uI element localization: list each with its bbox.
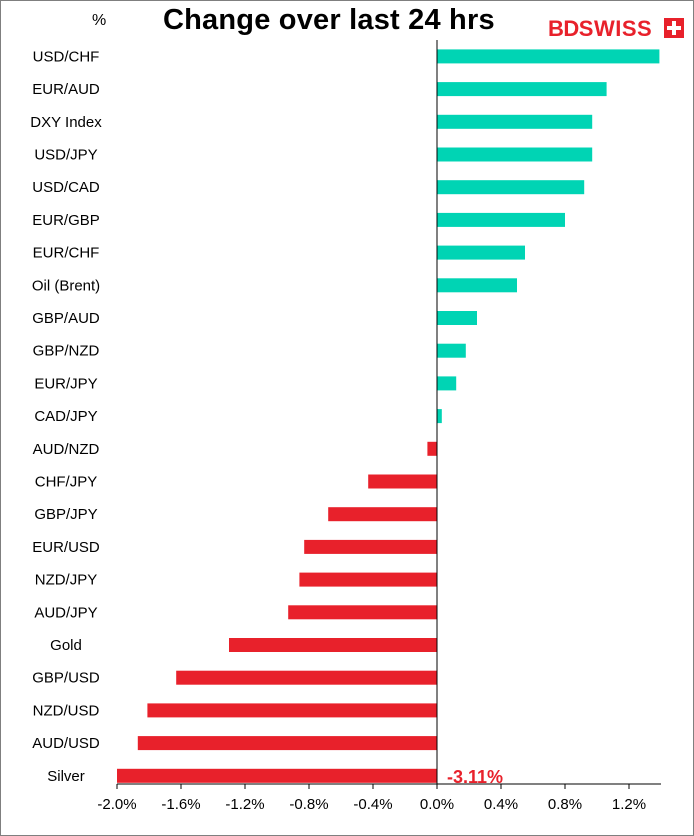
bar-eur-jpy	[437, 376, 457, 391]
bar-cad-jpy	[437, 409, 442, 424]
bar-oil-brent	[437, 278, 517, 293]
bar-eur-usd	[304, 539, 437, 554]
bar-gbp-jpy	[328, 507, 437, 522]
category-label-cad-jpy: CAD/JPY	[34, 408, 97, 425]
category-label-eur-aud: EUR/AUD	[32, 81, 100, 98]
category-label-chf-jpy: CHF/JPY	[35, 474, 98, 491]
category-label-dxy-index: DXY Index	[30, 114, 102, 131]
x-tick-label: -0.4%	[353, 796, 392, 813]
category-label-aud-usd: AUD/USD	[32, 735, 100, 752]
x-tick-label: 0.4%	[484, 796, 518, 813]
bars-group	[117, 49, 660, 783]
category-label-usd-cad: USD/CAD	[32, 179, 100, 196]
chart-title: Change over last 24 hrs	[163, 4, 495, 36]
data-label-silver: -3.11%	[447, 767, 503, 787]
category-label-aud-nzd: AUD/NZD	[33, 441, 100, 458]
category-label-silver: Silver	[47, 768, 85, 785]
annotations: -3.11%	[447, 767, 503, 787]
bar-gbp-aud	[437, 311, 477, 325]
swiss-cross-icon	[664, 18, 684, 38]
category-label-usd-jpy: USD/JPY	[34, 147, 97, 164]
bar-chf-jpy	[368, 474, 437, 489]
bar-eur-gbp	[437, 212, 565, 227]
category-label-nzd-jpy: NZD/JPY	[35, 572, 98, 589]
category-labels: USD/CHF EUR/AUD DXY Index USD/JPY USD/CAD EUR…	[30, 48, 102, 784]
bar-usd-jpy	[437, 147, 593, 162]
x-tick-label: -1.6%	[161, 796, 200, 813]
x-tick-label: -2.0%	[97, 796, 136, 813]
x-axis: -2.0% -1.6% -1.2% -0.8% -0.4% 0.0% 0.4% 0.8% 1.2…	[97, 40, 661, 813]
category-label-eur-chf: EUR/CHF	[33, 245, 100, 262]
bar-eur-aud	[437, 82, 607, 97]
bar-gbp-usd	[176, 670, 437, 685]
bar-silver	[117, 768, 437, 783]
bar-gbp-nzd	[437, 343, 466, 358]
x-tick-label: -1.2%	[225, 796, 264, 813]
category-label-eur-jpy: EUR/JPY	[34, 375, 97, 392]
bar-eur-chf	[437, 245, 525, 260]
category-label-gbp-nzd: GBP/NZD	[33, 343, 100, 360]
bar-nzd-usd	[147, 703, 437, 718]
category-label-gbp-jpy: GBP/JPY	[34, 506, 97, 523]
category-label-usd-chf: USD/CHF	[33, 48, 100, 65]
category-label-gbp-aud: GBP/AUD	[32, 310, 100, 327]
category-label-eur-gbp: EUR/GBP	[32, 212, 100, 229]
brand-logo-part2: SWISS	[578, 16, 653, 41]
category-label-gold: Gold	[50, 637, 82, 654]
category-label-aud-jpy: AUD/JPY	[34, 604, 97, 621]
unit-label: %	[92, 12, 107, 29]
x-tick-label: -0.8%	[289, 796, 328, 813]
bar-aud-jpy	[288, 605, 437, 620]
brand-logo: BDSWISS	[548, 16, 684, 44]
bar-aud-usd	[137, 736, 438, 751]
category-label-eur-usd: EUR/USD	[32, 539, 100, 556]
x-tick-label: 0.8%	[548, 796, 582, 813]
x-tick-label: 1.2%	[612, 796, 646, 813]
bar-aud-nzd	[427, 441, 437, 456]
category-label-gbp-usd: GBP/USD	[32, 670, 100, 687]
x-tick-label: 0.0%	[420, 796, 454, 813]
bar-usd-chf	[437, 49, 660, 64]
bar-gold	[229, 638, 437, 652]
category-label-oil-brent: Oil (Brent)	[32, 277, 100, 294]
brand-logo-part1: BD	[548, 16, 579, 41]
bar-nzd-jpy	[299, 572, 437, 587]
category-label-nzd-usd: NZD/USD	[33, 702, 100, 719]
bar-usd-cad	[437, 180, 585, 195]
bar-dxy-index	[437, 114, 593, 129]
